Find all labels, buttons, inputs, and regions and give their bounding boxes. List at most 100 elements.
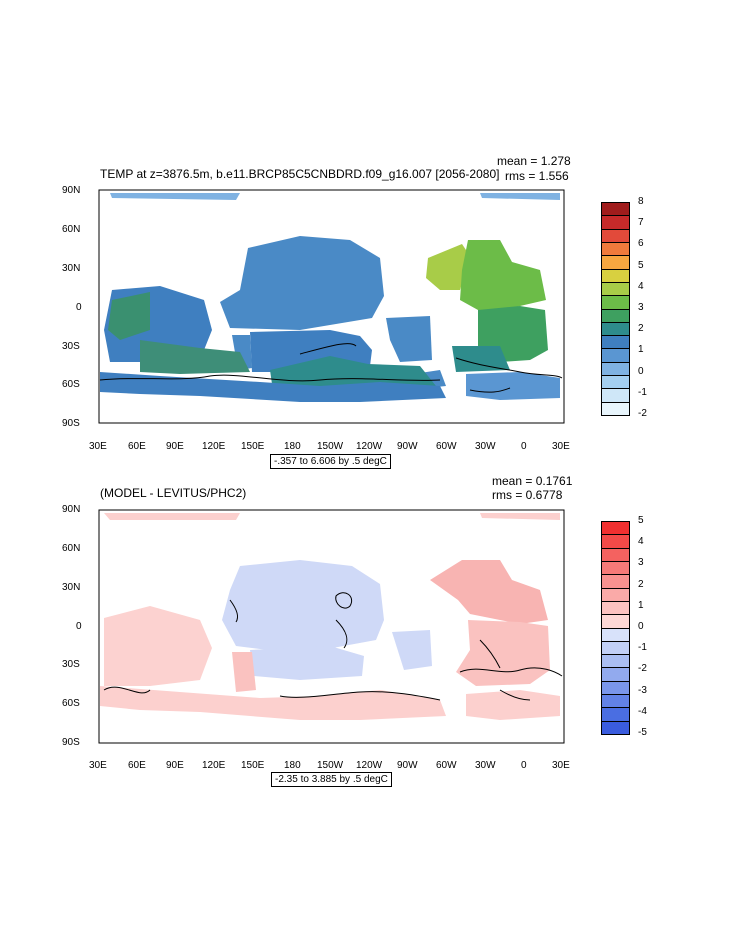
bottom-xtick: 150W bbox=[317, 760, 344, 771]
colorbar-swatch bbox=[602, 229, 629, 243]
colorbar-label: 3 bbox=[638, 302, 644, 313]
bottom-southern bbox=[100, 686, 446, 720]
bottom-ytick-60S: 60S bbox=[62, 698, 80, 709]
colorbar-swatch bbox=[602, 349, 629, 363]
bottom-indian bbox=[104, 606, 212, 686]
top-north-atlantic bbox=[426, 244, 470, 290]
colorbar-label: 1 bbox=[638, 344, 644, 356]
top-ytick-90S: 90S bbox=[62, 418, 80, 429]
bottom-xtick: 30W bbox=[475, 760, 496, 771]
colorbar-swatch bbox=[602, 535, 629, 549]
colorbar-swatch bbox=[602, 522, 629, 536]
bottom-mean: mean = 0.1761 bbox=[492, 474, 573, 488]
top-mean: mean = 1.278 bbox=[497, 154, 571, 168]
colorbar-swatch bbox=[602, 681, 629, 696]
bottom-xtick: 60E bbox=[128, 760, 146, 771]
bottom-southern-atlantic bbox=[466, 690, 560, 720]
colorbar-swatch bbox=[602, 402, 629, 415]
top-title: TEMP at z=3876.5m, b.e11.BRCP85C5CNBDRD.… bbox=[100, 167, 500, 181]
top-ytick-60S: 60S bbox=[62, 379, 80, 390]
colorbar-swatch bbox=[602, 575, 629, 589]
colorbar-swatch bbox=[602, 641, 629, 656]
top-ytick-0: 0 bbox=[76, 302, 82, 313]
top-ytick-60N: 60N bbox=[62, 224, 81, 235]
bottom-xtick: 120E bbox=[202, 760, 226, 771]
colorbar-label: 4 bbox=[638, 536, 644, 548]
colorbar-swatch bbox=[602, 668, 629, 682]
colorbar-label: 0 bbox=[638, 365, 644, 377]
top-southern-ocean bbox=[100, 372, 446, 402]
bottom-xtick: 180 bbox=[284, 760, 301, 771]
colorbar-swatch bbox=[602, 362, 629, 377]
colorbar-swatch bbox=[602, 721, 629, 734]
top-xtick: 120E bbox=[202, 441, 226, 452]
colorbar-label: -5 bbox=[638, 727, 647, 738]
bottom-ytick-30N: 30N bbox=[62, 582, 81, 593]
colorbar-swatch bbox=[602, 695, 629, 709]
bottom-xtick: 150E bbox=[241, 760, 265, 771]
top-colorbar bbox=[601, 202, 630, 416]
bottom-xtick: 120W bbox=[356, 760, 383, 771]
colorbar-label: 5 bbox=[638, 259, 644, 271]
top-xtick: 120W bbox=[356, 441, 383, 452]
colorbar-swatch bbox=[602, 296, 629, 310]
colorbar-label: 0 bbox=[638, 621, 644, 632]
bottom-range-label: -2.35 to 3.885 by .5 degC bbox=[271, 772, 392, 787]
top-arctic-strip bbox=[110, 193, 240, 200]
top-pacific-ocean bbox=[220, 236, 384, 330]
colorbar-swatch bbox=[602, 655, 629, 669]
bottom-pacific bbox=[222, 560, 384, 654]
top-ytick-30N: 30N bbox=[62, 263, 81, 274]
colorbar-label: 2 bbox=[638, 578, 644, 590]
bottom-xtick: 0 bbox=[521, 760, 527, 771]
top-xtick: 0 bbox=[521, 441, 527, 452]
colorbar-label: -3 bbox=[638, 684, 647, 696]
colorbar-swatch bbox=[602, 708, 629, 722]
colorbar-label: -1 bbox=[638, 386, 647, 398]
top-indian-ocean-green bbox=[140, 340, 250, 374]
colorbar-swatch bbox=[602, 309, 629, 323]
bottom-arctic-strip-east bbox=[480, 513, 560, 520]
top-xtick: 180 bbox=[284, 441, 301, 452]
colorbar-label: 6 bbox=[638, 238, 644, 250]
bottom-rms: rms = 0.6778 bbox=[492, 488, 563, 502]
bottom-xtick: 30E bbox=[89, 760, 107, 771]
bottom-ytick-90N: 90N bbox=[62, 504, 81, 515]
top-range-label: -.357 to 6.606 by .5 degC bbox=[270, 454, 391, 469]
top-xtick: 60W bbox=[436, 441, 457, 452]
bottom-tasman-red bbox=[232, 652, 256, 692]
bottom-xtick: 90W bbox=[397, 760, 418, 771]
colorbar-swatch bbox=[602, 376, 629, 390]
colorbar-label: 4 bbox=[638, 280, 644, 292]
bottom-south-pacific bbox=[250, 646, 364, 680]
colorbar-swatch bbox=[602, 588, 629, 602]
top-pacific-east bbox=[386, 316, 432, 362]
colorbar-label: -4 bbox=[638, 705, 647, 717]
top-xtick: 30E bbox=[552, 441, 570, 452]
colorbar-label: 1 bbox=[638, 599, 644, 611]
colorbar-label: -2 bbox=[638, 663, 647, 675]
bottom-ytick-0: 0 bbox=[76, 621, 82, 632]
bottom-ytick-30S: 30S bbox=[62, 659, 80, 670]
top-xtick: 30W bbox=[475, 441, 496, 452]
top-arctic-strip-east bbox=[480, 193, 560, 200]
colorbar-swatch bbox=[602, 242, 629, 257]
colorbar-label: 8 bbox=[638, 196, 644, 207]
colorbar-swatch bbox=[602, 336, 629, 350]
top-southern-teal bbox=[270, 356, 436, 390]
top-atlantic-mid bbox=[460, 240, 546, 310]
colorbar-swatch bbox=[602, 615, 629, 629]
bottom-south-atlantic bbox=[456, 620, 550, 686]
bottom-xtick: 90E bbox=[166, 760, 184, 771]
colorbar-swatch bbox=[602, 601, 629, 616]
colorbar-label: 7 bbox=[638, 217, 644, 229]
bottom-ytick-60N: 60N bbox=[62, 543, 81, 554]
bottom-east-pacific bbox=[392, 630, 432, 670]
bottom-xtick: 30E bbox=[552, 760, 570, 771]
bottom-arctic-strip bbox=[104, 513, 240, 520]
bottom-north-atlantic bbox=[430, 560, 548, 624]
colorbar-label: 3 bbox=[638, 557, 644, 569]
bottom-colorbar bbox=[601, 521, 630, 735]
